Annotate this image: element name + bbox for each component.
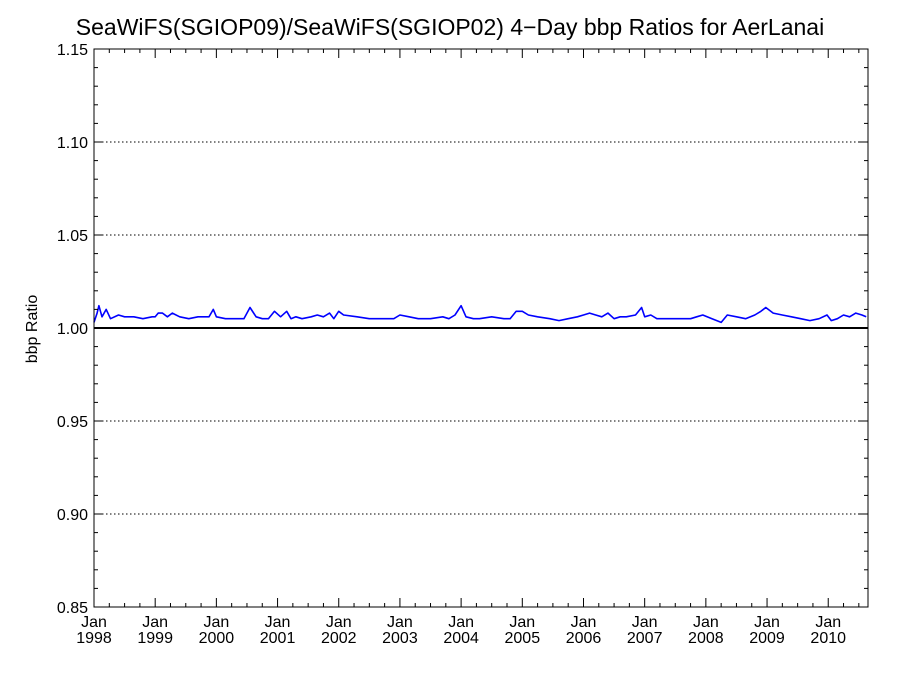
chart-title: SeaWiFS(SGIOP09)/SeaWiFS(SGIOP02) 4−Day … [75,14,825,40]
x-tick-label-month: Jan [203,614,229,631]
y-tick-label: 1.00 [57,321,88,338]
x-tick-label-year: 2007 [627,630,663,647]
x-tick-label-month: Jan [448,614,474,631]
x-tick-label-year: 1998 [76,630,112,647]
x-tick-label-month: Jan [509,614,535,631]
x-tick-label-month: Jan [571,614,597,631]
x-tick-label-month: Jan [387,614,413,631]
x-tick-labels: Jan1998Jan1999Jan2000Jan2001Jan2002Jan20… [76,614,846,647]
y-axis-title: bbp Ratio [24,295,41,364]
x-tick-label-year: 2010 [810,630,846,647]
y-tick-label: 1.15 [57,42,88,59]
y-tick-label: 1.10 [57,135,88,152]
x-tick-label-year: 2009 [749,630,785,647]
x-tick-label-year: 2008 [688,630,724,647]
x-tick-label-month: Jan [693,614,719,631]
y-tick-label: 0.90 [57,507,88,524]
x-tick-label-month: Jan [326,614,352,631]
y-tick-label: 0.95 [57,414,88,431]
x-tick-label-year: 2004 [443,630,479,647]
x-tick-label-year: 2000 [199,630,235,647]
series-line-bbp-ratio [93,304,867,324]
x-tick-label-month: Jan [754,614,780,631]
y-tick-label: 0.85 [57,600,88,617]
x-tick-label-month: Jan [81,614,107,631]
x-tick-label-month: Jan [815,614,841,631]
x-tick-label-month: Jan [265,614,291,631]
x-tick-label-year: 2005 [505,630,541,647]
y-tick-labels: 0.85 0.90 0.95 1.00 1.05 1.10 1.15 [57,42,88,617]
axis-ticks [93,48,868,608]
gridlines [94,141,868,515]
x-tick-label-year: 1999 [137,630,173,647]
x-tick-label-year: 2006 [566,630,602,647]
y-tick-label: 1.05 [57,228,88,245]
x-tick-label-month: Jan [632,614,658,631]
x-tick-label-year: 2003 [382,630,418,647]
x-tick-label-year: 2001 [260,630,296,647]
x-tick-label-month: Jan [142,614,168,631]
x-tick-label-year: 2002 [321,630,357,647]
